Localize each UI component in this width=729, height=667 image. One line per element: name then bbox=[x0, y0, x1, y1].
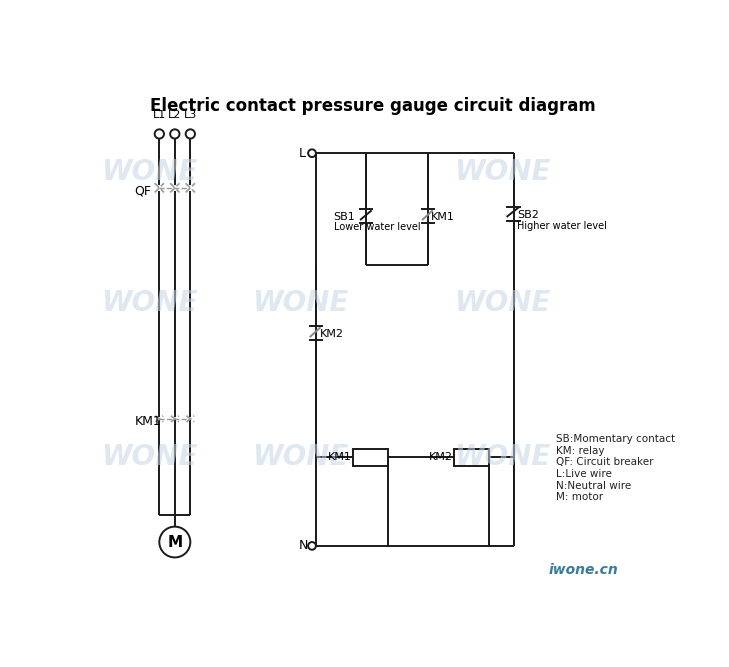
Text: iwone.cn: iwone.cn bbox=[548, 563, 618, 577]
Circle shape bbox=[308, 149, 316, 157]
Text: KM2: KM2 bbox=[429, 452, 453, 462]
Bar bbox=[353, 449, 388, 466]
Circle shape bbox=[308, 542, 316, 550]
Text: WONE: WONE bbox=[453, 289, 550, 317]
Text: L: L bbox=[299, 147, 306, 159]
Text: Higher water level: Higher water level bbox=[518, 221, 607, 231]
Text: Lower water level: Lower water level bbox=[334, 222, 421, 232]
Text: Electric contact pressure gauge circuit diagram: Electric contact pressure gauge circuit … bbox=[150, 97, 596, 115]
Text: WONE: WONE bbox=[252, 444, 348, 472]
Text: SB2: SB2 bbox=[518, 210, 539, 220]
Text: SB1: SB1 bbox=[334, 212, 356, 222]
Text: WONE: WONE bbox=[101, 444, 198, 472]
Text: KM1: KM1 bbox=[328, 452, 352, 462]
Circle shape bbox=[160, 527, 190, 558]
Text: SB:Momentary contact
KM: relay
QF: Circuit breaker
L:Live wire
N:Neutral wire
M:: SB:Momentary contact KM: relay QF: Circu… bbox=[556, 434, 675, 502]
Text: WONE: WONE bbox=[252, 289, 348, 317]
Text: WONE: WONE bbox=[453, 159, 550, 187]
Text: WONE: WONE bbox=[101, 289, 198, 317]
Text: KM1: KM1 bbox=[135, 416, 161, 428]
Text: KM2: KM2 bbox=[320, 329, 344, 339]
Text: L2: L2 bbox=[168, 110, 182, 120]
Text: L3: L3 bbox=[184, 110, 197, 120]
Text: QF: QF bbox=[135, 184, 152, 197]
Circle shape bbox=[170, 129, 179, 139]
Circle shape bbox=[186, 129, 195, 139]
Text: WONE: WONE bbox=[453, 444, 550, 472]
Text: WONE: WONE bbox=[101, 159, 198, 187]
Text: N: N bbox=[299, 540, 308, 552]
Circle shape bbox=[155, 129, 164, 139]
Text: KM1: KM1 bbox=[432, 212, 455, 222]
Text: M: M bbox=[167, 534, 182, 550]
Bar bbox=[454, 449, 488, 466]
Text: L1: L1 bbox=[152, 110, 166, 120]
